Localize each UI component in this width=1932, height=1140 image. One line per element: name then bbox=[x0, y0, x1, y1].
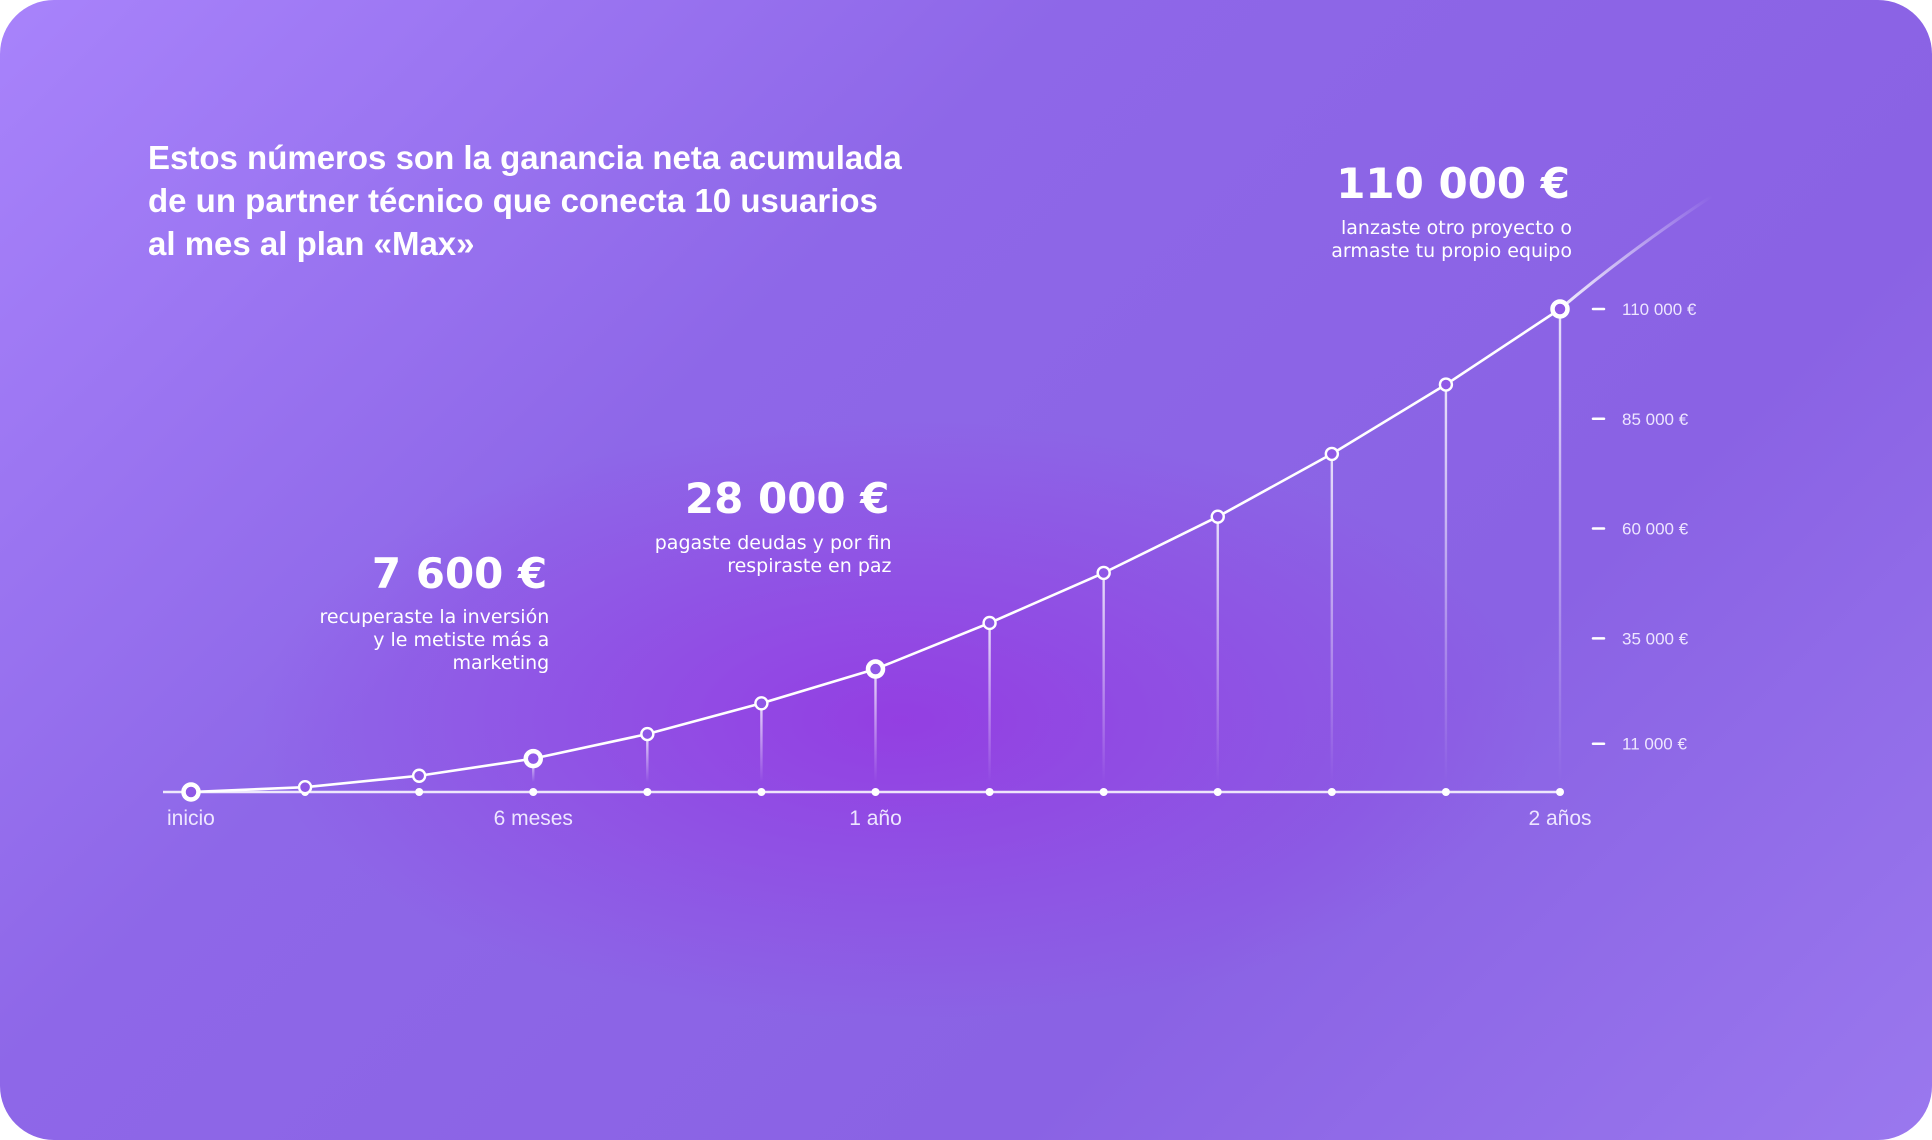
x-tick-label: 1 año bbox=[849, 807, 902, 830]
point bbox=[1324, 446, 1340, 462]
point bbox=[865, 659, 886, 679]
y-tick-label: 110 000 € bbox=[1622, 300, 1697, 319]
point bbox=[754, 696, 769, 711]
drop-line bbox=[646, 734, 649, 782]
point bbox=[1550, 299, 1570, 319]
baseline-dot bbox=[415, 788, 424, 796]
baseline-dot bbox=[1327, 788, 1336, 796]
point bbox=[297, 779, 313, 795]
baseline-dot bbox=[757, 788, 766, 796]
baseline-dot bbox=[871, 788, 880, 796]
drop-line bbox=[1444, 384, 1448, 782]
y-tick-label: 60 000 € bbox=[1622, 520, 1689, 539]
line-tail bbox=[1559, 194, 1713, 311]
y-tick-label: 35 000 € bbox=[1622, 629, 1689, 648]
point bbox=[181, 782, 201, 802]
drop-line bbox=[1102, 572, 1105, 782]
baseline-dot bbox=[1099, 788, 1108, 796]
point bbox=[1210, 509, 1225, 524]
drop-line bbox=[760, 703, 763, 782]
annotation: recuperaste la inversión y le metiste más… bbox=[320, 606, 550, 674]
value-label: 110 000 € bbox=[1336, 159, 1570, 208]
baseline-dot bbox=[1556, 788, 1564, 796]
point bbox=[411, 768, 427, 783]
y-tick-label: 11 000 € bbox=[1622, 735, 1687, 754]
baseline-dot bbox=[529, 788, 538, 796]
drop-line bbox=[1558, 309, 1562, 782]
baseline-dot bbox=[985, 788, 994, 796]
baseline-dot bbox=[1441, 788, 1450, 796]
annotation: pagaste deudas y por fin respiraste en pa… bbox=[655, 532, 892, 577]
x-tick-label: 2 años bbox=[1528, 807, 1591, 830]
baseline-dot bbox=[643, 788, 652, 796]
drop-line bbox=[1216, 516, 1219, 782]
point bbox=[982, 615, 997, 631]
x-tick-label: 6 meses bbox=[494, 807, 573, 830]
baseline-dot bbox=[1213, 788, 1222, 796]
drop-line bbox=[532, 758, 535, 782]
drop-line bbox=[988, 622, 991, 782]
point bbox=[523, 748, 543, 769]
drop-line bbox=[1330, 453, 1334, 782]
chart-title: Estos números son la ganancia neta acumu… bbox=[148, 139, 902, 262]
value-label: 7 600 € bbox=[372, 549, 547, 598]
y-tick-label: 85 000 € bbox=[1622, 410, 1689, 429]
point bbox=[640, 726, 655, 742]
drop-line bbox=[874, 669, 877, 782]
value-label: 28 000 € bbox=[685, 474, 890, 523]
x-tick-label: inicio bbox=[167, 807, 215, 830]
point bbox=[1438, 377, 1454, 392]
annotation: lanzaste otro proyecto o armaste tu propi… bbox=[1331, 217, 1572, 262]
point bbox=[1096, 565, 1111, 581]
